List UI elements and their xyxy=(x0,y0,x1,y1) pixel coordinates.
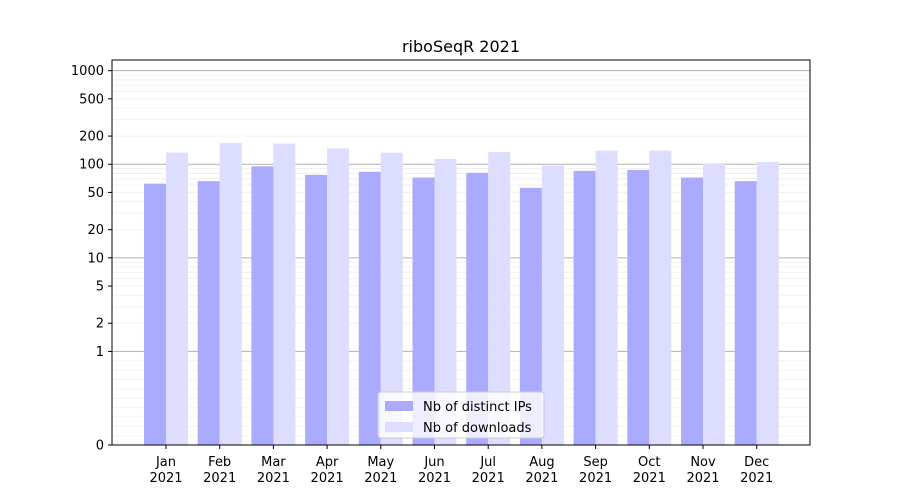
bar-distinct-ips xyxy=(466,172,489,445)
plot-frame xyxy=(111,59,811,446)
x-tick-label: 2021 xyxy=(740,471,773,486)
x-tick-label: 2021 xyxy=(472,471,505,486)
x-tick-label: 2021 xyxy=(686,471,719,486)
y-tick-label: 500 xyxy=(79,92,104,107)
x-tick-label: Mar xyxy=(261,455,286,470)
y-tick-label: 20 xyxy=(87,223,104,238)
y-tick-label: 10 xyxy=(87,251,104,266)
x-tick-label: 2021 xyxy=(364,471,397,486)
x-tick-label: 2021 xyxy=(633,471,666,486)
x-tick-label: Jun xyxy=(423,455,444,470)
bar-distinct-ips xyxy=(251,166,274,445)
legend: Nb of distinct IPs Nb of downloads xyxy=(377,391,545,439)
bar-downloads xyxy=(703,163,725,445)
bar-downloads xyxy=(434,158,457,446)
legend-label: Nb of distinct IPs xyxy=(423,400,532,415)
x-tick-label: Jan xyxy=(155,455,176,470)
bar-distinct-ips xyxy=(305,174,328,445)
x-tick-label: 2021 xyxy=(149,471,182,486)
bar-distinct-ips xyxy=(573,170,596,446)
bar-distinct-ips xyxy=(358,171,381,445)
y-tick-label: 50 xyxy=(87,186,104,201)
x-tick-label: 2021 xyxy=(203,471,236,486)
y-tick-label: 200 xyxy=(79,130,104,145)
y-tick-label: 5 xyxy=(96,280,104,295)
bar-downloads xyxy=(488,152,511,445)
bar-distinct-ips xyxy=(627,169,650,445)
bars-group xyxy=(144,143,779,446)
legend-swatch xyxy=(385,401,413,411)
x-tick-label: Feb xyxy=(208,455,231,470)
x-tick-label: Aug xyxy=(529,455,554,470)
x-tick-label: 2021 xyxy=(311,471,344,486)
bar-distinct-ips xyxy=(144,183,166,445)
bar-downloads xyxy=(219,143,242,445)
bar-downloads xyxy=(273,143,296,445)
x-tick-label: Apr xyxy=(316,455,339,470)
bar-downloads xyxy=(541,165,564,446)
x-tick-label: Dec xyxy=(744,455,769,470)
legend-swatch xyxy=(385,422,413,432)
bar-distinct-ips xyxy=(412,177,435,446)
legend-label: Nb of downloads xyxy=(423,421,532,436)
chart-title: riboSeqR 2021 xyxy=(402,37,520,56)
x-tick-label: Nov xyxy=(690,455,716,470)
bar-downloads xyxy=(166,152,188,445)
bar-downloads xyxy=(649,150,672,445)
bar-distinct-ips xyxy=(681,177,703,446)
bar-downloads xyxy=(380,152,403,445)
x-tick-label: 2021 xyxy=(579,471,612,486)
x-tick-label: Sep xyxy=(583,455,608,470)
y-tick-label: 100 xyxy=(79,158,104,173)
y-tick-label: 2 xyxy=(96,317,104,332)
x-tick-label: 2021 xyxy=(418,471,451,486)
y-tick-label: 1000 xyxy=(71,64,104,79)
y-tick-label: 0 xyxy=(96,439,104,454)
legend-box xyxy=(377,391,545,439)
bar-downloads xyxy=(595,150,618,445)
x-tick-label: 2021 xyxy=(257,471,290,486)
bar-downloads xyxy=(756,161,779,445)
x-tick-label: Jul xyxy=(479,455,496,470)
bar-distinct-ips xyxy=(734,181,757,445)
bar-distinct-ips xyxy=(197,181,220,445)
bar-distinct-ips xyxy=(519,187,542,445)
y-axis: 0 1 2 5 10 20 50 100 200 500 1000 xyxy=(71,64,112,454)
x-axis: Jan2021Feb2021Mar2021Apr2021May2021Jun20… xyxy=(149,445,773,486)
x-tick-label: 2021 xyxy=(525,471,558,486)
x-tick-label: May xyxy=(367,455,394,470)
y-tick-label: 1 xyxy=(96,345,104,360)
x-tick-label: Oct xyxy=(638,455,660,470)
bar-downloads xyxy=(327,148,350,446)
